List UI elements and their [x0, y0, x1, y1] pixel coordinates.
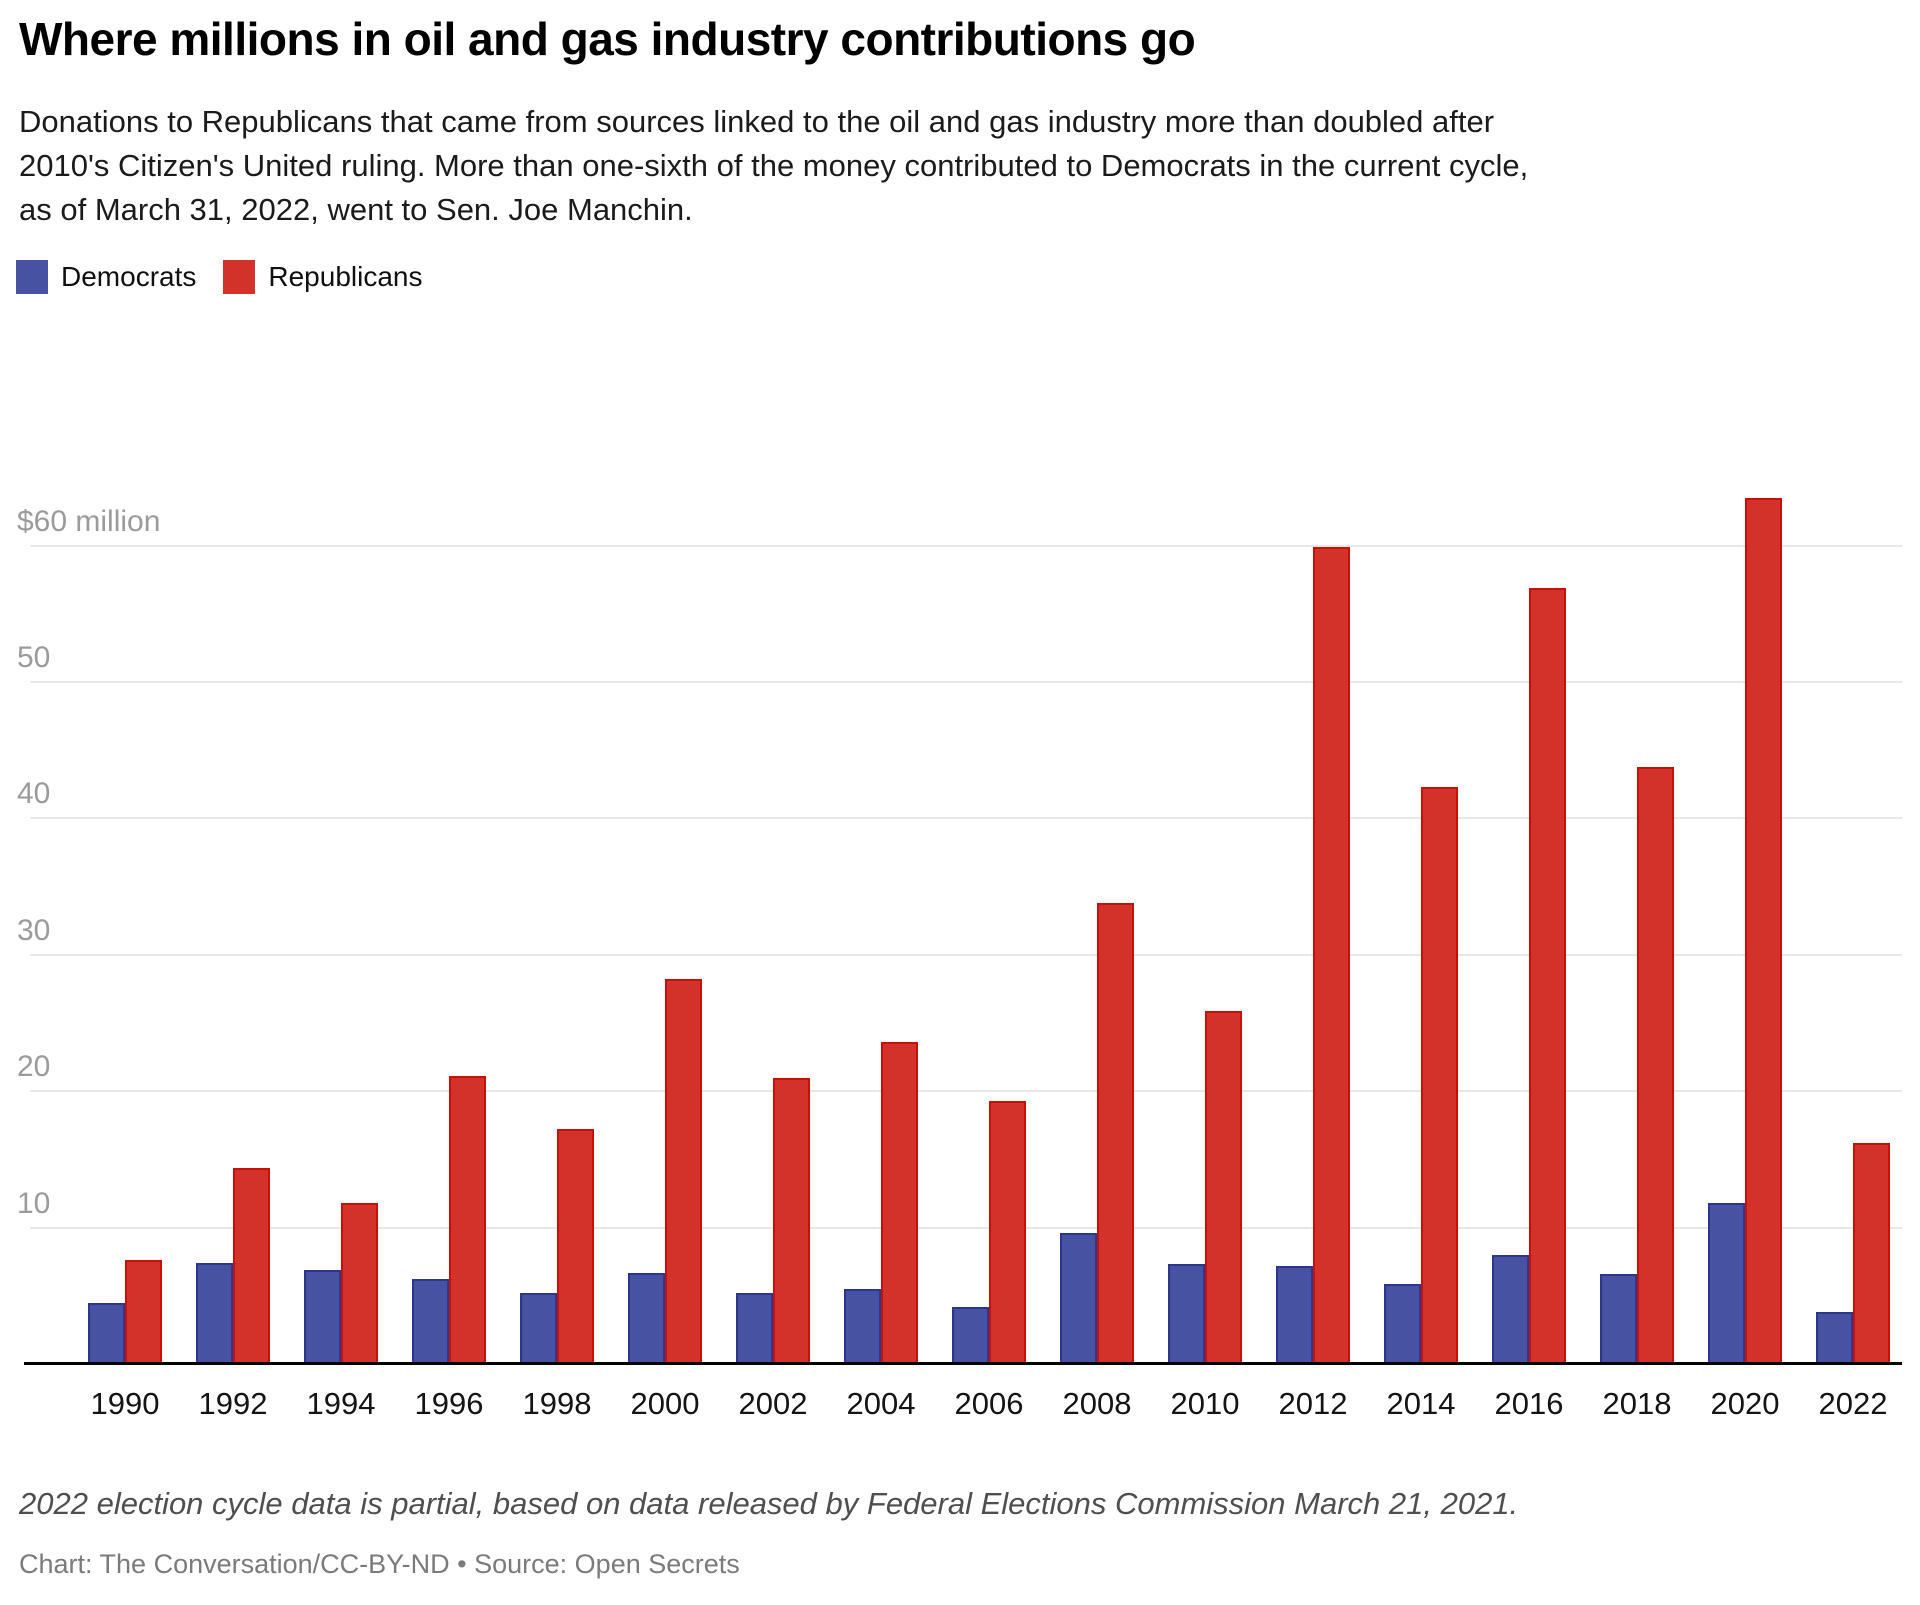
- bar-republicans-2008: [1097, 903, 1134, 1364]
- legend-swatch-republicans: [223, 260, 256, 294]
- x-tick-label-1990: 1990: [90, 1386, 160, 1421]
- x-tick-label-2012: 2012: [1278, 1386, 1348, 1421]
- gridline-50: [30, 681, 1902, 683]
- bar-democrats-2008: [1060, 1233, 1097, 1364]
- gridline-30: [30, 953, 1902, 956]
- bar-republicans-2018: [1637, 767, 1674, 1364]
- bar-democrats-2020: [1708, 1203, 1745, 1364]
- bar-democrats-2004: [844, 1289, 881, 1364]
- bar-republicans-2012: [1313, 547, 1350, 1364]
- y-tick-label-10: 10: [17, 1186, 51, 1220]
- bar-republicans-2020: [1745, 498, 1782, 1364]
- x-axis-line: [24, 1362, 1902, 1365]
- x-tick-label-2018: 2018: [1602, 1386, 1672, 1421]
- x-tick-label-2010: 2010: [1170, 1386, 1240, 1421]
- bar-republicans-1990: [125, 1260, 162, 1364]
- bar-republicans-1994: [341, 1203, 378, 1364]
- bar-democrats-2014: [1384, 1284, 1421, 1364]
- bar-republicans-2010: [1205, 1011, 1242, 1364]
- bar-democrats-2018: [1600, 1274, 1637, 1364]
- legend-item-democrats: Democrats: [16, 260, 196, 294]
- x-tick-label-2000: 2000: [630, 1386, 700, 1421]
- bar-democrats-2022: [1816, 1312, 1853, 1364]
- x-tick-label-2004: 2004: [846, 1386, 916, 1421]
- bar-democrats-2010: [1168, 1264, 1205, 1364]
- bar-democrats-2006: [952, 1307, 989, 1364]
- y-tick-label-20: 20: [17, 1050, 51, 1084]
- y-tick-label-50: 50: [17, 641, 51, 674]
- y-tick-label-30: 30: [17, 913, 51, 947]
- bar-republicans-2022: [1853, 1143, 1890, 1364]
- gridline-20: [30, 1090, 1902, 1093]
- x-tick-label-2002: 2002: [738, 1386, 808, 1421]
- bar-republicans-2016: [1529, 588, 1566, 1364]
- bar-republicans-1996: [449, 1076, 486, 1364]
- gridline-60: [30, 544, 1902, 547]
- bar-democrats-2000: [628, 1273, 665, 1364]
- bar-republicans-2000: [665, 979, 702, 1364]
- x-tick-label-2016: 2016: [1494, 1386, 1564, 1421]
- bar-republicans-1992: [233, 1168, 270, 1364]
- y-tick-label-60: $60 million: [17, 504, 161, 538]
- legend-label-democrats: Democrats: [61, 261, 197, 292]
- footnote: 2022 election cycle data is partial, bas…: [19, 1486, 1519, 1521]
- x-tick-label-1994: 1994: [306, 1386, 376, 1421]
- legend-item-republicans: Republicans: [223, 260, 422, 294]
- bar-democrats-2016: [1492, 1255, 1529, 1364]
- x-tick-label-2014: 2014: [1386, 1386, 1456, 1421]
- bar-republicans-2014: [1421, 787, 1458, 1364]
- x-tick-label-2008: 2008: [1062, 1386, 1132, 1421]
- chart-legend: Democrats Republicans: [16, 260, 422, 294]
- x-tick-label-1992: 1992: [198, 1386, 268, 1421]
- chart-subtitle: Donations to Republicans that came from …: [19, 104, 1529, 228]
- x-tick-label-2006: 2006: [954, 1386, 1024, 1421]
- bar-republicans-2002: [773, 1078, 810, 1364]
- bar-democrats-1994: [304, 1270, 341, 1364]
- bar-democrats-2002: [736, 1293, 773, 1364]
- bar-democrats-1996: [412, 1279, 449, 1364]
- credit-line: Chart: The Conversation/CC-BY-ND • Sourc…: [19, 1549, 740, 1579]
- bar-republicans-2004: [881, 1042, 918, 1364]
- chart-title: Where millions in oil and gas industry c…: [19, 13, 1196, 65]
- legend-label-republicans: Republicans: [268, 261, 423, 292]
- bar-democrats-1992: [196, 1263, 233, 1364]
- x-tick-label-1998: 1998: [522, 1386, 592, 1421]
- bar-democrats-1990: [88, 1303, 125, 1364]
- bar-democrats-2012: [1276, 1266, 1313, 1364]
- x-tick-label-1996: 1996: [414, 1386, 484, 1421]
- x-tick-label-2022: 2022: [1818, 1386, 1888, 1421]
- bar-republicans-2006: [989, 1101, 1026, 1364]
- gridline-40: [30, 817, 1902, 820]
- gridline-10: [30, 1226, 1902, 1229]
- legend-swatch-democrats: [16, 260, 48, 294]
- bar-republicans-1998: [557, 1129, 594, 1364]
- x-tick-label-2020: 2020: [1710, 1386, 1780, 1421]
- y-tick-label-40: 40: [17, 777, 51, 811]
- bar-democrats-1998: [520, 1293, 557, 1364]
